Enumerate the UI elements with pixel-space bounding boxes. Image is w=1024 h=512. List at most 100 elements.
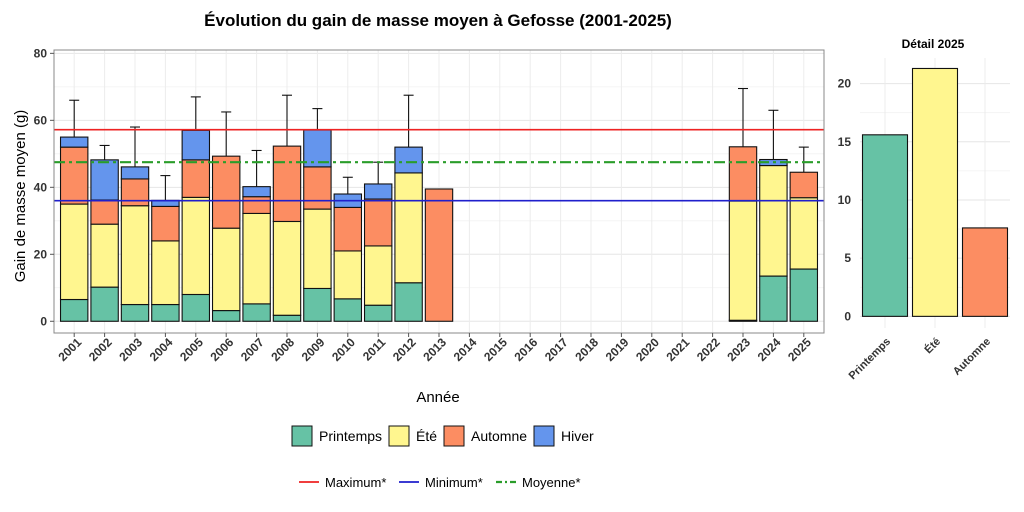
detail-y-tick-label-5: 5 (844, 251, 851, 265)
main-x-tick-label-2021: 2021 (664, 335, 693, 364)
y-axis-label: Gain de masse moyen (g) (12, 110, 29, 283)
bar-2007-Printemps (242, 303, 271, 322)
bar-2001-Été (59, 203, 89, 301)
detail-y-tick-label-20: 20 (838, 77, 852, 91)
bar-2009-Été (303, 208, 332, 290)
bar-2011-Printemps (363, 304, 393, 322)
bar-2007-Automne (242, 196, 271, 214)
main-y-tick-label-80: 80 (34, 46, 48, 60)
detail-y-tick-label-0: 0 (844, 309, 851, 323)
legend-seasons: Printemps Été Automne Hiver (291, 425, 594, 447)
main-x-tick-label-2020: 2020 (633, 335, 662, 364)
main-x-tick-label-2017: 2017 (542, 335, 571, 364)
bar-2006-Automne (211, 155, 241, 229)
bar-2010-Été (333, 250, 363, 300)
detail-bar-Été (911, 67, 959, 317)
bar-2004-Été (151, 240, 180, 306)
bar-2002-Automne (90, 199, 119, 225)
bar-2003-Printemps (120, 303, 150, 322)
main-x-tick-label-2011: 2011 (360, 335, 389, 364)
main-plot-bars (59, 129, 819, 322)
bar-2004-Automne (151, 205, 180, 242)
bar-2010-Automne (333, 206, 363, 252)
main-x-tick-label-2014: 2014 (451, 335, 480, 364)
bar-2002-Printemps (90, 286, 119, 322)
bar-2025-Automne (789, 171, 819, 199)
detail-x-tick-label-Été: Été (922, 335, 943, 356)
detail-x-tick-label-Automne: Automne (951, 336, 993, 378)
main-y-tick-label-0: 0 (40, 314, 47, 328)
main-y-tick-label-40: 40 (34, 180, 48, 194)
bar-2012-Printemps (394, 282, 423, 322)
main-x-tick-label-2023: 2023 (724, 335, 753, 364)
detail-plot-bars (861, 67, 1009, 317)
main-x-tick-label-2012: 2012 (390, 335, 419, 364)
bar-2024-Été (759, 164, 788, 277)
main-x-tick-label-2008: 2008 (268, 335, 297, 364)
main-x-tick-label-2022: 2022 (694, 335, 723, 364)
bar-2023-Été (728, 200, 758, 321)
main-x-tick-label-2025: 2025 (785, 335, 814, 364)
bar-2005-Été (181, 196, 211, 296)
bar-2005-Printemps (181, 293, 211, 322)
bar-2007-Hiver (242, 186, 271, 198)
bar-2009-Automne (303, 166, 332, 210)
main-x-tick-label-2024: 2024 (755, 335, 784, 364)
bar-2008-Printemps (272, 314, 302, 322)
legend-line-label-maximum: Maximum* (325, 475, 386, 490)
main-x-ticks: 2001 2002 2003 2004 2005 2006 2007 2008 2009 2010… (56, 333, 814, 364)
bar-2009-Hiver (303, 129, 332, 168)
legend-label-Hiver: Hiver (561, 428, 594, 444)
x-axis-label: Année (416, 389, 459, 406)
detail-bar-Printemps (861, 134, 909, 317)
detail-bar-Automne (961, 227, 1009, 317)
bar-2006-Été (211, 227, 241, 312)
bar-2004-Printemps (151, 303, 180, 322)
bar-2011-Hiver (363, 183, 393, 200)
bar-2024-Printemps (759, 275, 788, 322)
main-x-tick-label-2018: 2018 (572, 335, 601, 364)
main-x-tick-label-2019: 2019 (603, 335, 632, 364)
main-x-tick-label-2009: 2009 (299, 335, 328, 364)
chart-title: Évolution du gain de masse moyen à Gefos… (204, 11, 672, 30)
detail-x-ticks: Printemps Été Automne (847, 335, 994, 382)
main-x-tick-label-2015: 2015 (481, 335, 510, 364)
main-x-tick-label-2010: 2010 (329, 335, 358, 364)
bar-2011-Automne (363, 198, 393, 247)
legend-swatch-Automne (443, 425, 465, 447)
bar-2011-Été (363, 245, 393, 306)
detail-x-tick-label-Printemps: Printemps (847, 336, 894, 383)
detail-y-ticks: 0 5 10 15 20 (838, 77, 852, 324)
main-y-tick-label-20: 20 (34, 247, 48, 261)
legend-line-label-minimum: Minimum* (425, 475, 483, 490)
detail-y-tick-label-10: 10 (838, 193, 852, 207)
main-plot-reference-lines (54, 128, 824, 202)
main-x-tick-label-2013: 2013 (420, 335, 449, 364)
bar-2009-Printemps (303, 287, 332, 322)
bar-2008-Été (272, 220, 302, 316)
main-x-tick-label-2016: 2016 (512, 335, 541, 364)
bar-2003-Été (120, 205, 150, 306)
bar-2001-Hiver (59, 136, 89, 148)
bar-2025-Été (789, 197, 819, 270)
legend-reference-lines: Maximum* Minimum* Moyenne* (299, 475, 581, 490)
main-x-tick-label-2007: 2007 (238, 335, 267, 364)
bar-2005-Hiver (181, 129, 211, 161)
main-x-tick-label-2006: 2006 (208, 335, 237, 364)
bar-2002-Hiver (90, 159, 119, 201)
detail-chart-title: Détail 2025 (902, 37, 965, 51)
bar-2001-Automne (59, 146, 89, 205)
bar-2012-Hiver (394, 146, 423, 174)
bar-2023-Automne (728, 146, 758, 202)
bar-2001-Printemps (59, 298, 89, 322)
bar-2003-Hiver (120, 166, 150, 180)
main-plot-error-bars (69, 87, 809, 201)
main-x-tick-label-2001: 2001 (56, 335, 85, 364)
main-x-tick-label-2004: 2004 (147, 335, 176, 364)
bar-2006-Printemps (211, 310, 241, 322)
bar-2013-Automne (424, 188, 454, 322)
main-y-ticks: 0 20 40 60 80 (34, 46, 54, 328)
bar-2005-Automne (181, 159, 211, 198)
